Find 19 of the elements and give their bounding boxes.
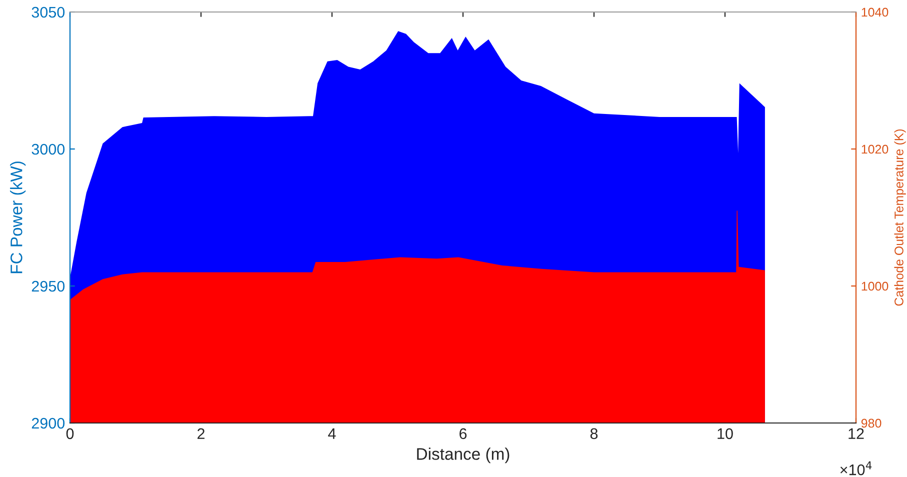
x-tick-label: 10 bbox=[718, 428, 733, 440]
y-tick-label: 3000 bbox=[32, 144, 65, 155]
x-tick-label: 6 bbox=[460, 428, 467, 440]
y-tick-label: 3050 bbox=[32, 6, 65, 18]
x-tick-label: 12 bbox=[848, 428, 864, 439]
y2-tick-label: 1040 bbox=[862, 8, 888, 17]
x-tick-label: 8 bbox=[590, 428, 598, 440]
y2-tick-label: 980 bbox=[861, 418, 882, 428]
y-tick-label: 2900 bbox=[32, 418, 65, 429]
x-tick-label: 0 bbox=[66, 428, 74, 440]
x-axis-title: Distance (m) bbox=[417, 448, 510, 464]
y2-tick-label: 1000 bbox=[862, 282, 888, 291]
y2-tick-label: 1020 bbox=[862, 144, 888, 154]
text: ×10$^{4}$ bbox=[840, 461, 872, 476]
y-axis-title: FC Power (kW) bbox=[10, 162, 26, 274]
y-tick-label: 2950 bbox=[32, 280, 65, 292]
x-tick-label: 4 bbox=[328, 428, 336, 439]
y2-axis-title: Cathode Outlet Temperature (K) bbox=[894, 129, 906, 306]
x-tick-label: 2 bbox=[198, 428, 204, 439]
